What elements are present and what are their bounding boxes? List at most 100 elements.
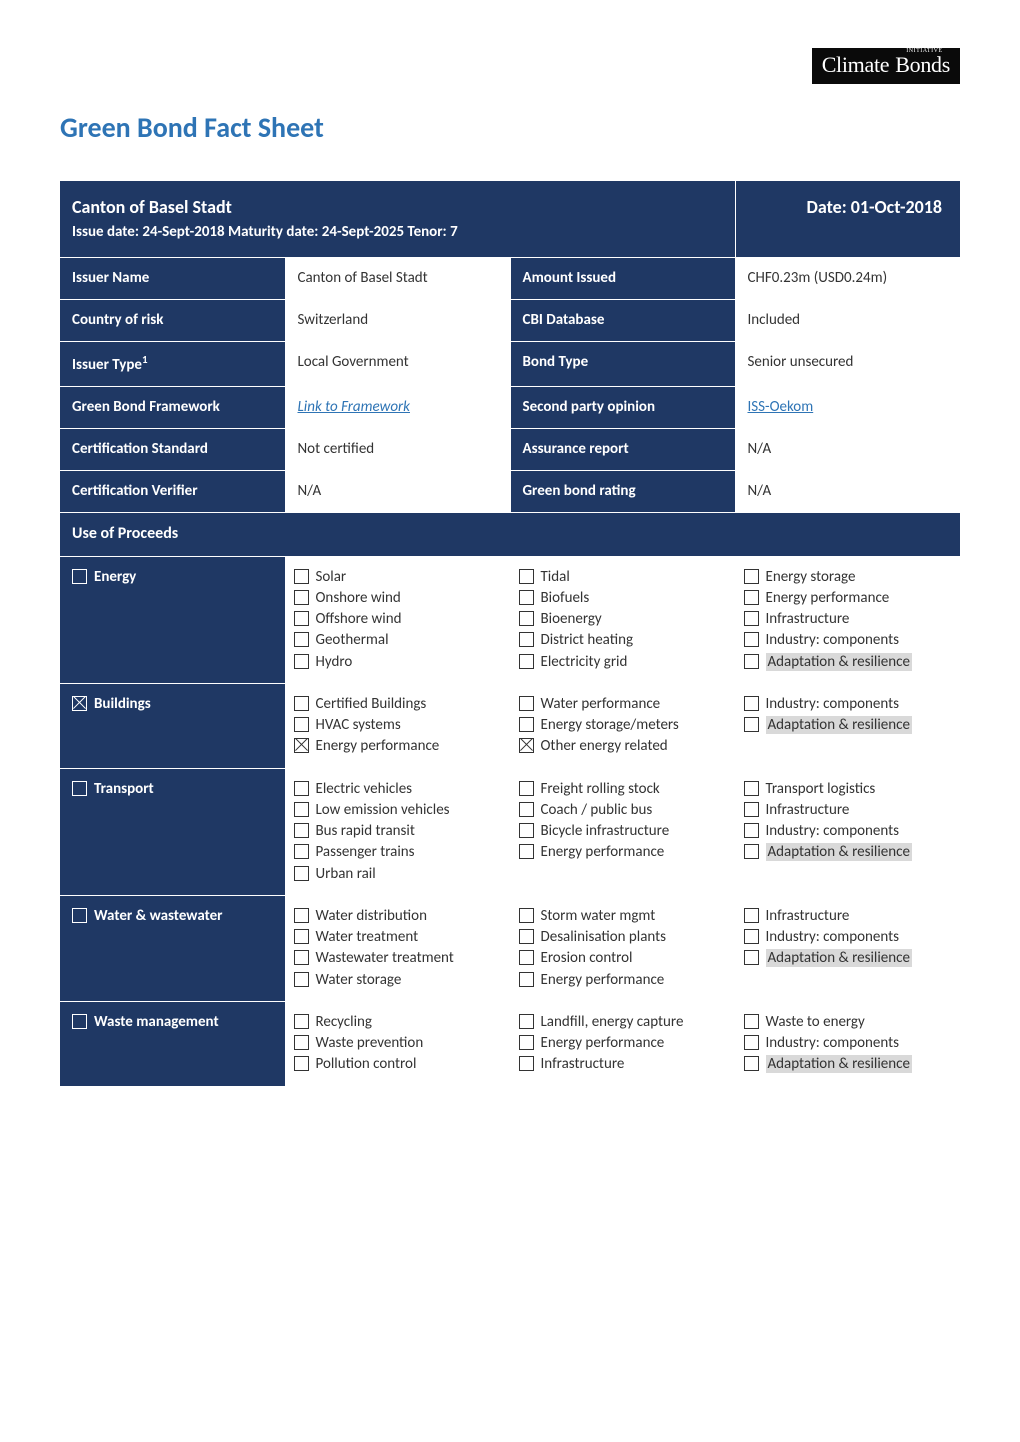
- uop-row: Water & wastewaterWater distributionWate…: [60, 895, 960, 1001]
- checkbox-icon: [744, 696, 759, 711]
- checkbox-icon: [72, 696, 87, 711]
- checkbox-list: Transport logisticsInfrastructureIndustr…: [744, 779, 953, 863]
- checkbox-label: Infrastructure: [766, 906, 850, 926]
- uop-col-3: InfrastructureIndustry: componentsAdapta…: [735, 895, 960, 1001]
- checkbox-label: Waste to energy: [766, 1012, 865, 1032]
- page-title: Green Bond Fact Sheet: [60, 110, 960, 145]
- checkbox-icon: [294, 717, 309, 732]
- info-label-right: CBI Database: [510, 300, 735, 342]
- checkbox-list: Industry: componentsAdaptation & resilie…: [744, 694, 953, 736]
- uop-col-1: Certified BuildingsHVAC systemsEnergy pe…: [285, 683, 510, 768]
- checkbox-item: District heating: [519, 630, 727, 650]
- checkbox-label: Adaptation & resilience: [766, 842, 912, 862]
- checkbox-icon: [519, 717, 534, 732]
- checkbox-item: Adaptation & resilience: [744, 948, 953, 968]
- uop-col-1: Electric vehiclesLow emission vehiclesBu…: [285, 768, 510, 895]
- uop-col-3: Energy storageEnergy performanceInfrastr…: [735, 556, 960, 683]
- checkbox-icon: [744, 802, 759, 817]
- checkbox-icon: [744, 1035, 759, 1050]
- checkbox-icon: [294, 1014, 309, 1029]
- checkbox-icon: [72, 1014, 87, 1029]
- checkbox-item: Water performance: [519, 694, 727, 714]
- checkbox-item: Industry: components: [744, 694, 953, 714]
- checkbox-icon: [294, 632, 309, 647]
- checkbox-icon: [744, 569, 759, 584]
- uop-col-2: TidalBiofuelsBioenergyDistrict heatingEl…: [510, 556, 735, 683]
- uop-category-text: Energy: [94, 567, 136, 588]
- uop-col-3: Industry: componentsAdaptation & resilie…: [735, 683, 960, 768]
- info-label-left: Country of risk: [60, 300, 285, 342]
- checkbox-label: Energy performance: [766, 588, 890, 608]
- checkbox-item: Adaptation & resilience: [744, 715, 953, 735]
- checkbox-label: Solar: [316, 567, 347, 587]
- spo-link[interactable]: ISS-Oekom: [748, 398, 814, 416]
- checkbox-label: Bioenergy: [541, 609, 602, 629]
- checkbox-item: Industry: components: [744, 630, 953, 650]
- framework-link[interactable]: Link to Framework: [298, 398, 410, 416]
- checkbox-icon: [519, 972, 534, 987]
- checkbox-icon: [744, 611, 759, 626]
- checkbox-label: Energy storage: [766, 567, 856, 587]
- checkbox-label: Geothermal: [316, 630, 389, 650]
- checkbox-label: Bicycle infrastructure: [541, 821, 670, 841]
- checkbox-icon: [294, 929, 309, 944]
- uop-col-2: Landfill, energy captureEnergy performan…: [510, 1001, 735, 1086]
- checkbox-label: Adaptation & resilience: [766, 652, 912, 672]
- checkbox-list: TidalBiofuelsBioenergyDistrict heatingEl…: [519, 567, 727, 672]
- checkbox-label: Low emission vehicles: [316, 800, 450, 820]
- checkbox-icon: [519, 738, 534, 753]
- checkbox-icon: [519, 632, 534, 647]
- checkbox-label: Biofuels: [541, 588, 590, 608]
- checkbox-label: Offshore wind: [316, 609, 402, 629]
- checkbox-item: Low emission vehicles: [294, 800, 502, 820]
- info-value-right: Senior unsecured: [735, 342, 960, 387]
- header-date-cell: Date: 01-Oct-2018: [735, 181, 960, 258]
- checkbox-list: InfrastructureIndustry: componentsAdapta…: [744, 906, 953, 969]
- checkbox-label: Passenger trains: [316, 842, 415, 862]
- uop-row: Energy SolarOnshore windOffshore windGeot…: [60, 556, 960, 683]
- checkbox-label: Industry: components: [766, 927, 900, 947]
- checkbox-item: Water treatment: [294, 927, 502, 947]
- checkbox-label: Desalinisation plants: [541, 927, 667, 947]
- checkbox-icon: [519, 696, 534, 711]
- checkbox-item: Wastewater treatment: [294, 948, 502, 968]
- uop-col-3: Waste to energyIndustry: componentsAdapt…: [735, 1001, 960, 1086]
- checkbox-label: Water treatment: [316, 927, 419, 947]
- checkbox-icon: [294, 950, 309, 965]
- info-label-left: Green Bond Framework: [60, 387, 285, 429]
- checkbox-item: Onshore wind: [294, 588, 502, 608]
- checkbox-item: Energy performance: [519, 1033, 727, 1053]
- checkbox-icon: [294, 696, 309, 711]
- checkbox-item: Urban rail: [294, 864, 502, 884]
- checkbox-icon: [744, 929, 759, 944]
- header-issuer-title: Canton of Basel Stadt: [72, 196, 232, 218]
- checkbox-icon: [294, 802, 309, 817]
- uop-col-2: Freight rolling stockCoach / public busB…: [510, 768, 735, 895]
- checkbox-item: Waste to energy: [744, 1012, 953, 1032]
- info-value-left: N/A: [285, 471, 510, 513]
- checkbox-item: Energy performance: [294, 736, 502, 756]
- uop-col-1: RecyclingWaste preventionPollution contr…: [285, 1001, 510, 1086]
- checkbox-label: Industry: components: [766, 694, 900, 714]
- checkbox-icon: [744, 781, 759, 796]
- checkbox-icon: [519, 844, 534, 859]
- uop-category-text: Buildings: [94, 694, 151, 715]
- uop-col-1: Water distributionWater treatmentWastewa…: [285, 895, 510, 1001]
- info-row: Green Bond FrameworkLink to FrameworkSec…: [60, 387, 960, 429]
- checkbox-list: Water performanceEnergy storage/metersOt…: [519, 694, 727, 757]
- checkbox-icon: [519, 1035, 534, 1050]
- checkbox-label: Energy performance: [541, 970, 665, 990]
- logo-bar: Climate INITIATIVE Bonds: [60, 48, 960, 84]
- checkbox-label: Energy performance: [316, 736, 440, 756]
- checkbox-label: Certified Buildings: [316, 694, 427, 714]
- checkbox-icon: [72, 908, 87, 923]
- checkbox-item: Water storage: [294, 970, 502, 990]
- checkbox-item: Infrastructure: [744, 906, 953, 926]
- checkbox-label: Infrastructure: [766, 800, 850, 820]
- checkbox-label: District heating: [541, 630, 634, 650]
- checkbox-icon: [744, 717, 759, 732]
- checkbox-label: Electric vehicles: [316, 779, 413, 799]
- checkbox-label: Tidal: [541, 567, 570, 587]
- checkbox-item: Solar: [294, 567, 502, 587]
- checkbox-label: Erosion control: [541, 948, 633, 968]
